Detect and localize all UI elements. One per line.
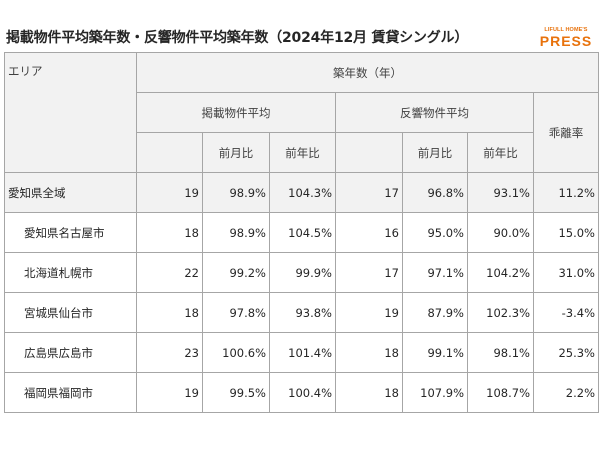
listed-yoy: 99.9%: [269, 252, 336, 293]
listed-mom: 99.5%: [202, 372, 270, 413]
header-listed-yoy: 前年比: [269, 132, 336, 173]
listed-age: 19: [136, 372, 203, 413]
area-name: 北海道札幌市: [4, 252, 137, 293]
area-name: 宮城県仙台市: [4, 292, 137, 333]
response-age: 18: [335, 332, 403, 373]
deviation-rate: 25.3%: [533, 332, 599, 373]
listed-yoy: 100.4%: [269, 372, 336, 413]
listed-yoy: 93.8%: [269, 292, 336, 333]
header-listed-mom: 前月比: [202, 132, 270, 173]
listed-age: 18: [136, 292, 203, 333]
listed-mom: 97.8%: [202, 292, 270, 333]
table-row: 広島県広島市 23 100.6% 101.4% 18 99.1% 98.1% 2…: [4, 332, 599, 373]
response-yoy: 93.1%: [467, 172, 534, 213]
area-name: 愛知県全域: [4, 172, 137, 213]
response-mom: 99.1%: [402, 332, 468, 373]
response-yoy: 104.2%: [467, 252, 534, 293]
deviation-rate: 2.2%: [533, 372, 599, 413]
header-response-mom: 前月比: [402, 132, 468, 173]
age-table: エリア 築年数（年） 掲載物件平均 反響物件平均 乖離率 前月比 前年比 前月比…: [4, 52, 599, 413]
response-yoy: 90.0%: [467, 212, 534, 253]
response-age: 19: [335, 292, 403, 333]
deviation-rate: -3.4%: [533, 292, 599, 333]
brand-logo: LIFULL HOME'S PRESS: [534, 27, 598, 51]
area-name: 愛知県名古屋市: [4, 212, 137, 253]
deviation-rate: 15.0%: [533, 212, 599, 253]
listed-age: 23: [136, 332, 203, 373]
logo-main-text: PRESS: [539, 33, 593, 49]
response-mom: 107.9%: [402, 372, 468, 413]
logo-top-text: LIFULL HOME'S: [544, 27, 588, 33]
listed-mom: 99.2%: [202, 252, 270, 293]
header-listed-value-blank: [136, 132, 203, 173]
response-age: 16: [335, 212, 403, 253]
listed-mom: 100.6%: [202, 332, 270, 373]
header-listed-avg: 掲載物件平均: [136, 92, 336, 133]
response-mom: 96.8%: [402, 172, 468, 213]
response-mom: 87.9%: [402, 292, 468, 333]
listed-age: 18: [136, 212, 203, 253]
listed-yoy: 104.5%: [269, 212, 336, 253]
listed-age: 22: [136, 252, 203, 293]
listed-mom: 98.9%: [202, 172, 270, 213]
table-row: 愛知県全域 19 98.9% 104.3% 17 96.8% 93.1% 11.…: [4, 172, 599, 213]
response-mom: 95.0%: [402, 212, 468, 253]
listed-mom: 98.9%: [202, 212, 270, 253]
response-mom: 97.1%: [402, 252, 468, 293]
header-response-value-blank: [335, 132, 403, 173]
listed-age: 19: [136, 172, 203, 213]
deviation-rate: 31.0%: [533, 252, 599, 293]
header-area: エリア: [4, 52, 137, 173]
response-yoy: 102.3%: [467, 292, 534, 333]
table-row: 愛知県名古屋市 18 98.9% 104.5% 16 95.0% 90.0% 1…: [4, 212, 599, 253]
header-response-avg: 反響物件平均: [335, 92, 534, 133]
area-name: 福岡県福岡市: [4, 372, 137, 413]
table-row: 福岡県福岡市 19 99.5% 100.4% 18 107.9% 108.7% …: [4, 372, 599, 413]
listed-yoy: 104.3%: [269, 172, 336, 213]
table-row: 宮城県仙台市 18 97.8% 93.8% 19 87.9% 102.3% -3…: [4, 292, 599, 333]
listed-yoy: 101.4%: [269, 332, 336, 373]
page-title: 掲載物件平均築年数・反響物件平均築年数（2024年12月 賃貸シングル）: [6, 30, 469, 46]
response-yoy: 98.1%: [467, 332, 534, 373]
table-row: 北海道札幌市 22 99.2% 99.9% 17 97.1% 104.2% 31…: [4, 252, 599, 293]
deviation-rate: 11.2%: [533, 172, 599, 213]
response-age: 17: [335, 252, 403, 293]
area-name: 広島県広島市: [4, 332, 137, 373]
header-age: 築年数（年）: [136, 52, 599, 93]
header-deviation: 乖離率: [533, 92, 599, 173]
response-yoy: 108.7%: [467, 372, 534, 413]
response-age: 17: [335, 172, 403, 213]
response-age: 18: [335, 372, 403, 413]
header-response-yoy: 前年比: [467, 132, 534, 173]
